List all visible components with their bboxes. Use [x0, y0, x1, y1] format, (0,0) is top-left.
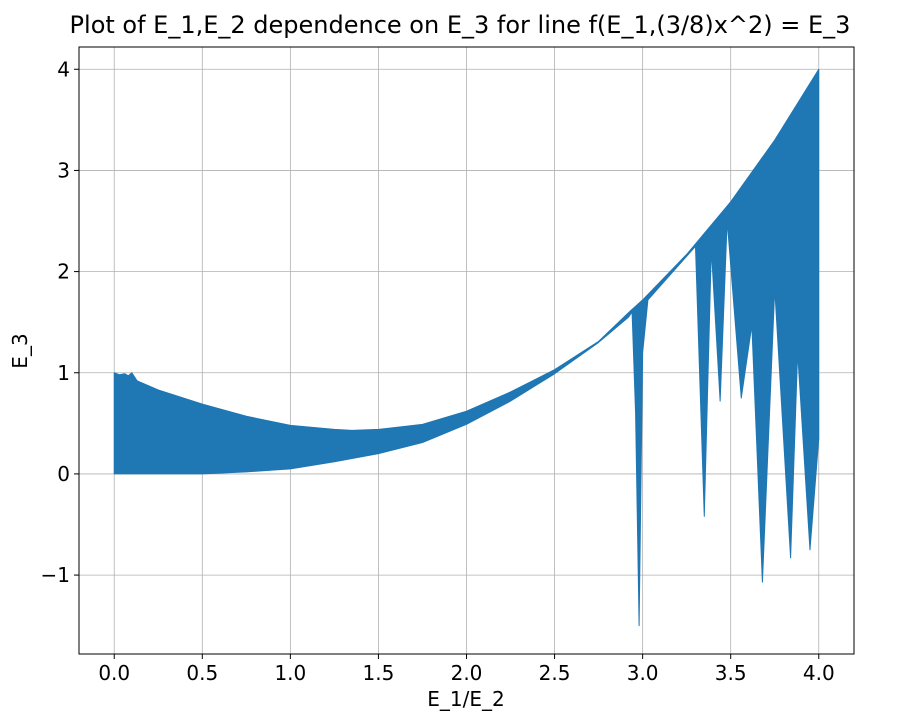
y-tick-label: 4	[57, 57, 70, 81]
x-axis-ticks: 0.0 0.5 1.0 1.5 2.0 2.5 3.0 3.5 4.0	[98, 654, 835, 685]
x-tick-label: 4.0	[803, 661, 835, 685]
x-tick-label: 2.0	[451, 661, 483, 685]
x-tick-label: 1.5	[363, 661, 395, 685]
x-tick-label: 2.5	[539, 661, 571, 685]
y-tick-label: 1	[57, 361, 70, 385]
plot-area	[113, 68, 820, 627]
y-tick-label: −1	[41, 563, 70, 587]
x-tick-label: 3.0	[627, 661, 659, 685]
chart-title: Plot of E_1,E_2 dependence on E_3 for li…	[70, 11, 851, 39]
x-tick-label: 1.0	[274, 661, 306, 685]
x-axis-label: E_1/E_2	[427, 687, 504, 711]
y-axis-ticks: −1 0 1 2 3 4	[41, 57, 79, 587]
area-fill-series-0	[113, 68, 820, 627]
x-tick-label: 0.5	[186, 661, 218, 685]
y-axis-label: E_3	[8, 333, 32, 368]
y-tick-label: 3	[57, 158, 70, 182]
y-tick-label: 2	[57, 260, 70, 284]
x-tick-label: 3.5	[715, 661, 747, 685]
y-tick-label: 0	[57, 462, 70, 486]
x-tick-label: 0.0	[98, 661, 130, 685]
